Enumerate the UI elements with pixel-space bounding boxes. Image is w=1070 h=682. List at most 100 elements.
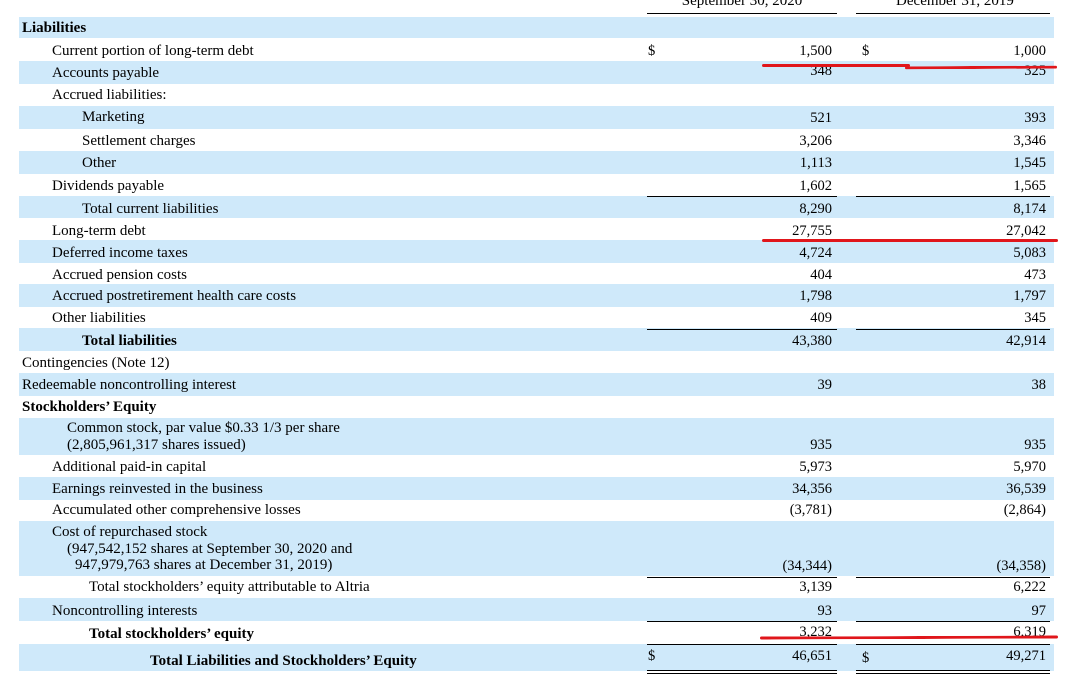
- row-bg: [19, 17, 1054, 38]
- subtotal-rule: [647, 196, 837, 197]
- double-underline: [647, 670, 837, 671]
- value-sep-2020: 3,206: [799, 133, 832, 149]
- value-dec-2019: 36,539: [1006, 481, 1046, 497]
- dollar-sign: $: [648, 43, 656, 59]
- red-annotation-underline: [762, 239, 1058, 242]
- value-dec-2019: 42,914: [1006, 333, 1046, 349]
- row-bg: [19, 106, 1054, 129]
- row-label: Other: [82, 155, 117, 171]
- row-label-grand-total: Total Liabilities and Stockholders’ Equi…: [150, 653, 417, 669]
- header-september-2020: September 30, 2020: [681, 0, 803, 9]
- value-sep-2020: 404: [810, 267, 832, 283]
- row-bg: [19, 151, 1054, 174]
- row-label: Total stockholders’ equity attributable …: [89, 579, 370, 595]
- dollar-sign: $: [648, 648, 656, 664]
- row-label: Other liabilities: [52, 310, 146, 326]
- row-label: Accumulated other comprehensive losses: [52, 502, 301, 518]
- red-annotation-underline: [762, 64, 910, 67]
- section-stockholders-equity: Stockholders’ Equity: [22, 399, 157, 415]
- value-dec-2019: 3,346: [1013, 133, 1046, 149]
- row-bg: [19, 418, 1054, 455]
- double-underline: [647, 673, 837, 674]
- value-sep-2020: (3,781): [789, 502, 832, 518]
- row-label-total-equity: Total stockholders’ equity: [89, 626, 255, 642]
- subtotal-rule: [856, 196, 1050, 197]
- value-sep-2020: 8,290: [799, 201, 832, 217]
- value-dec-2019: 38: [1031, 377, 1047, 393]
- value-sep-2020: 1,798: [799, 288, 832, 304]
- value-dec-2019: 27,042: [1006, 223, 1046, 239]
- header-rule-2: [856, 13, 1050, 14]
- value-dec-2019: 325: [1024, 63, 1046, 79]
- row-label: Noncontrolling interests: [52, 603, 198, 619]
- value-dec-2019: 6,319: [1013, 624, 1046, 640]
- value-sep-2020: 3,139: [799, 579, 832, 595]
- subtotal-rule: [647, 621, 837, 622]
- value-sep-2020: 3,232: [799, 624, 832, 640]
- row-label-total-liabilities: Total liabilities: [82, 333, 177, 349]
- value-dec-2019: 1,797: [1013, 288, 1046, 304]
- row-bg: [19, 240, 1054, 263]
- row-label: Accounts payable: [52, 65, 160, 81]
- header-december-2019: December 31, 2019: [896, 0, 1014, 9]
- row-label: Earnings reinvested in the business: [52, 481, 263, 497]
- subtotal-rule: [856, 577, 1050, 578]
- value-dec-2019: 5,083: [1013, 245, 1046, 261]
- header-rule-1: [647, 13, 837, 14]
- value-sep-2020: 5,973: [799, 459, 832, 475]
- row-label: Settlement charges: [82, 133, 196, 149]
- value-sep-2020: 348: [810, 63, 832, 79]
- row-label-cont: 947,979,763 shares at December 31, 2019): [75, 557, 333, 573]
- value-sep-2020: 1,113: [799, 155, 832, 171]
- value-sep-2020: (34,344): [782, 558, 832, 574]
- value-sep-2020: 4,724: [799, 245, 832, 261]
- total-rule: [647, 644, 837, 645]
- double-underline: [856, 673, 1050, 674]
- value-sep-2020: 39: [817, 377, 833, 393]
- row-bg: [19, 521, 1054, 576]
- value-sep-2020: 1,602: [799, 178, 832, 194]
- row-label: Deferred income taxes: [52, 245, 188, 261]
- value-dec-2019: 345: [1024, 310, 1046, 326]
- row-label: Cost of repurchased stock: [52, 524, 208, 540]
- subtotal-rule: [856, 329, 1050, 330]
- row-bg: [19, 373, 1054, 396]
- value-dec-2019: 97: [1031, 603, 1047, 619]
- row-label: Redeemable noncontrolling interest: [22, 377, 237, 393]
- subtotal-rule: [647, 577, 837, 578]
- value-sep-2020: 935: [810, 437, 832, 453]
- value-sep-2020: 521: [810, 110, 832, 126]
- row-label: Current portion of long-term debt: [52, 43, 254, 59]
- row-label: Marketing: [82, 109, 145, 125]
- value-sep-2020: 409: [810, 310, 832, 326]
- value-sep-2020: 1,500: [799, 43, 832, 59]
- row-bg: [19, 644, 1054, 671]
- row-label-cont: (947,542,152 shares at September 30, 202…: [67, 541, 353, 557]
- dollar-sign: $: [862, 43, 870, 59]
- value-sep-2020: 27,755: [792, 223, 832, 239]
- row-label: Accrued liabilities:: [52, 87, 167, 103]
- value-dec-2019: 473: [1024, 267, 1046, 283]
- row-bg: [19, 328, 1054, 351]
- row-bg: [19, 196, 1054, 218]
- row-bg: [19, 284, 1054, 307]
- row-label-cont: (2,805,961,317 shares issued): [67, 437, 246, 453]
- row-bg: [19, 598, 1054, 621]
- dollar-sign: $: [862, 650, 870, 666]
- section-liabilities: Liabilities: [22, 20, 87, 36]
- value-dec-2019: 935: [1024, 437, 1046, 453]
- row-label: Accrued postretirement health care costs: [52, 288, 297, 304]
- value-dec-2019: 49,271: [1006, 648, 1046, 664]
- value-dec-2019: 8,174: [1013, 201, 1046, 217]
- value-dec-2019: 1,545: [1013, 155, 1046, 171]
- row-label: Dividends payable: [52, 178, 165, 194]
- subtotal-rule: [856, 621, 1050, 622]
- double-underline: [856, 670, 1050, 671]
- row-label: Additional paid-in capital: [52, 459, 207, 475]
- row-label: Accrued pension costs: [52, 267, 187, 283]
- value-sep-2020: 93: [817, 603, 833, 619]
- value-dec-2019: 1,565: [1013, 178, 1046, 194]
- row-label: Total current liabilities: [82, 201, 219, 217]
- value-dec-2019: 1,000: [1013, 43, 1046, 59]
